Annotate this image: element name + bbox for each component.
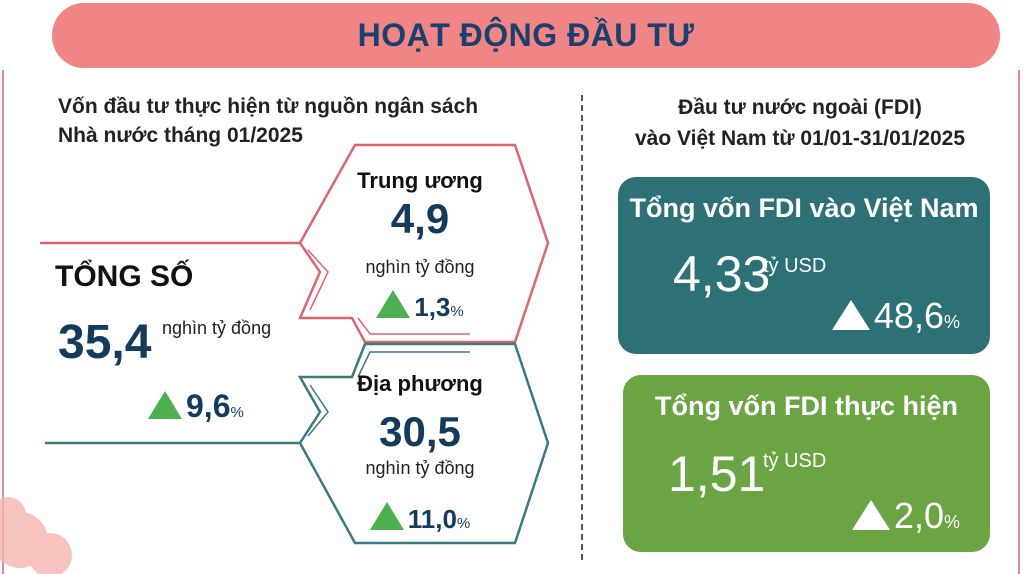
fdi-heading-line2: vào Việt Nam từ 01/01-31/01/2025 — [634, 127, 966, 150]
triangle-up-icon — [148, 391, 182, 419]
fdi-heading: Đầu tư nước ngoài (FDI) vào Việt Nam từ … — [600, 92, 1000, 154]
fdi-disbursed-value: 1,51 — [668, 446, 766, 502]
budget-heading: Vốn đầu tư thực hiện từ nguồn ngân sách … — [58, 92, 478, 150]
page-title: HOẠT ĐỘNG ĐẦU TƯ — [357, 17, 695, 53]
central-change: 1,3% — [320, 290, 520, 323]
total-change-value: 9,6 — [186, 388, 231, 424]
budget-heading-line1: Vốn đầu tư thực hiện từ nguồn ngân sách — [58, 95, 479, 118]
central-value: 4,9 — [390, 195, 450, 242]
local-change-value: 11,0 — [407, 504, 457, 534]
fdi-total-change-value: 48,6 — [873, 295, 944, 336]
left-border — [2, 70, 4, 574]
central-unit: nghìn tỷ đồng — [365, 257, 475, 277]
percent-sign: % — [230, 404, 244, 421]
local-label: Địa phương — [357, 371, 483, 396]
fdi-total-title: Tổng vốn FDI vào Việt Nam — [629, 193, 979, 223]
triangle-up-icon — [369, 502, 404, 530]
total-label: TỔNG SỐ — [55, 260, 194, 293]
percent-sign: % — [943, 512, 960, 532]
flower-icon — [0, 497, 72, 574]
central-label: Trung ương — [357, 168, 483, 193]
local-hexagon — [45, 342, 550, 545]
page-header: HOẠT ĐỘNG ĐẦU TƯ — [52, 3, 1000, 68]
fdi-total-value: 4,33 — [673, 246, 771, 302]
fdi-disbursed-title: Tổng vốn FDI thực hiện — [654, 391, 959, 421]
fdi-total-unit: tỷ USD — [763, 255, 827, 277]
central-hexagon — [40, 143, 550, 344]
percent-sign: % — [450, 303, 464, 320]
fdi-disbursed-unit: tỷ USD — [763, 450, 827, 472]
total-change: 9,6% — [148, 388, 244, 425]
total-value: 35,4 — [58, 316, 152, 369]
triangle-up-icon — [851, 500, 890, 530]
percent-sign: % — [456, 515, 471, 532]
budget-heading-line2: Nhà nước tháng 01/2025 — [58, 124, 303, 147]
total-unit: nghìn tỷ đồng — [162, 318, 272, 338]
local-value: 30,5 — [379, 408, 461, 455]
local-unit: nghìn tỷ đồng — [365, 458, 475, 478]
triangle-up-icon — [831, 300, 870, 330]
triangle-up-icon — [376, 290, 411, 318]
central-change-value: 1,3 — [414, 292, 451, 322]
section-divider — [581, 95, 583, 560]
fdi-total-card: Tổng vốn FDI vào Việt Nam 4,33 tỷ USD 48… — [618, 177, 990, 354]
fdi-total-change: 48,6% — [831, 295, 960, 337]
fdi-disbursed-change-value: 2,0 — [893, 495, 944, 536]
fdi-disbursed-card: Tổng vốn FDI thực hiện 1,51 tỷ USD 2,0% — [623, 375, 990, 552]
fdi-heading-line1: Đầu tư nước ngoài (FDI) — [678, 96, 922, 119]
percent-sign: % — [943, 312, 960, 332]
right-border — [1018, 70, 1020, 574]
local-change: 11,0% — [320, 502, 520, 535]
fdi-disbursed-change: 2,0% — [851, 495, 960, 537]
